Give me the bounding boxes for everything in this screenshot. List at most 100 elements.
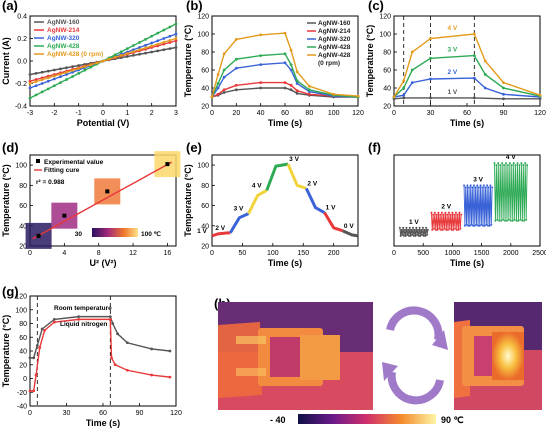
legend-entry: AgNW-428 (0 rpm) (47, 51, 103, 58)
data-point (425, 226, 428, 229)
x-tick-label: 0 (392, 250, 396, 257)
data-point (125, 52, 129, 55)
data-point (295, 89, 299, 93)
data-point (71, 68, 74, 72)
data-point (28, 96, 32, 100)
data-point (150, 34, 154, 38)
data-point (453, 213, 456, 216)
data-point (410, 68, 414, 72)
data-point (105, 189, 110, 194)
data-point (150, 44, 154, 48)
y-tick-label: 0.4 (17, 14, 27, 21)
data-point (89, 63, 93, 67)
data-point (289, 83, 293, 87)
data-point (40, 70, 44, 74)
data-point (259, 63, 263, 66)
data-point (500, 219, 503, 222)
data-point (38, 346, 42, 349)
y-tick-label: 80 (201, 183, 209, 190)
data-point (111, 322, 115, 325)
data-point (40, 82, 44, 85)
voltage-label: 4 V (252, 182, 262, 189)
x-tick-label: 0 (28, 410, 32, 417)
data-point (119, 53, 123, 57)
data-point (414, 234, 417, 237)
data-point (408, 226, 411, 229)
x-tick-label: 1 (125, 110, 129, 117)
data-point (28, 82, 32, 85)
x-tick-label: 100 (267, 250, 279, 257)
data-point (402, 226, 405, 229)
data-point (222, 91, 226, 94)
r-squared: r² = 0.988 (36, 179, 65, 186)
data-point (295, 92, 299, 95)
x-tick-label: 200 (328, 250, 340, 257)
data-point (162, 28, 166, 32)
x-tick-label: 90 (136, 410, 144, 417)
y-tick-label: 40 (19, 223, 27, 230)
data-point (138, 41, 141, 44)
x-axis-label: Time (s) (268, 118, 302, 128)
data-point (28, 356, 32, 360)
legend-entry: AgNW-428 (318, 44, 351, 51)
x-tick-label: 0 (28, 250, 32, 257)
data-point (95, 61, 99, 65)
data-point (470, 223, 473, 226)
data-point (421, 226, 424, 229)
data-point (289, 68, 293, 72)
data-point (463, 224, 466, 227)
y-tick-label: 0 (23, 376, 27, 383)
data-point (410, 50, 414, 54)
segment-7 (342, 229, 359, 238)
data-point (307, 92, 311, 96)
data-point (32, 356, 36, 360)
y-tick-label: 60 (201, 203, 209, 210)
legend-marker (36, 159, 40, 163)
x-tick-label: 60 (281, 110, 289, 117)
x-tick-label: -2 (51, 110, 57, 117)
x-axis-label: Time (s) (450, 258, 484, 268)
y-axis-label: Temperature (°C) (365, 25, 375, 97)
data-point (332, 92, 336, 96)
data-point (216, 82, 220, 85)
data-point (43, 328, 46, 332)
plot-frame (211, 154, 359, 247)
x-tick-label: 0 (101, 110, 105, 117)
data-point (89, 65, 93, 69)
plot-frame (393, 154, 541, 247)
data-point (156, 49, 160, 53)
data-point (411, 233, 414, 236)
data-point (407, 234, 410, 237)
x-tick-label: 1500 (474, 250, 490, 257)
data-point (77, 317, 81, 321)
data-point (473, 224, 476, 227)
data-point (307, 84, 311, 88)
voltage-label: 1 V (326, 205, 336, 212)
data-point (431, 228, 434, 231)
data-point (234, 83, 238, 87)
data-point (452, 228, 455, 231)
panel-label: (g) (2, 284, 19, 299)
x-tick-label: 40 (257, 110, 265, 117)
data-point (421, 233, 424, 236)
data-point (488, 224, 491, 227)
data-point (144, 43, 147, 47)
legend-entry: Room temperature (54, 305, 112, 312)
cycle-trace-0 (399, 227, 429, 236)
data-point (483, 86, 487, 90)
data-point (508, 162, 511, 165)
plot-frame (29, 295, 177, 407)
data-point (509, 219, 512, 222)
data-point (482, 184, 485, 187)
data-point (471, 186, 474, 189)
data-point (150, 50, 154, 54)
data-point (419, 234, 422, 237)
panel-label: (f) (368, 140, 381, 155)
data-point (487, 186, 490, 189)
legend-entry: AgNW-428 (318, 52, 351, 59)
data-point (162, 48, 166, 52)
data-point (59, 75, 62, 79)
data-point (416, 228, 419, 231)
cycle-trace-3 (493, 163, 528, 221)
y-tick-label: 40 (19, 349, 27, 356)
